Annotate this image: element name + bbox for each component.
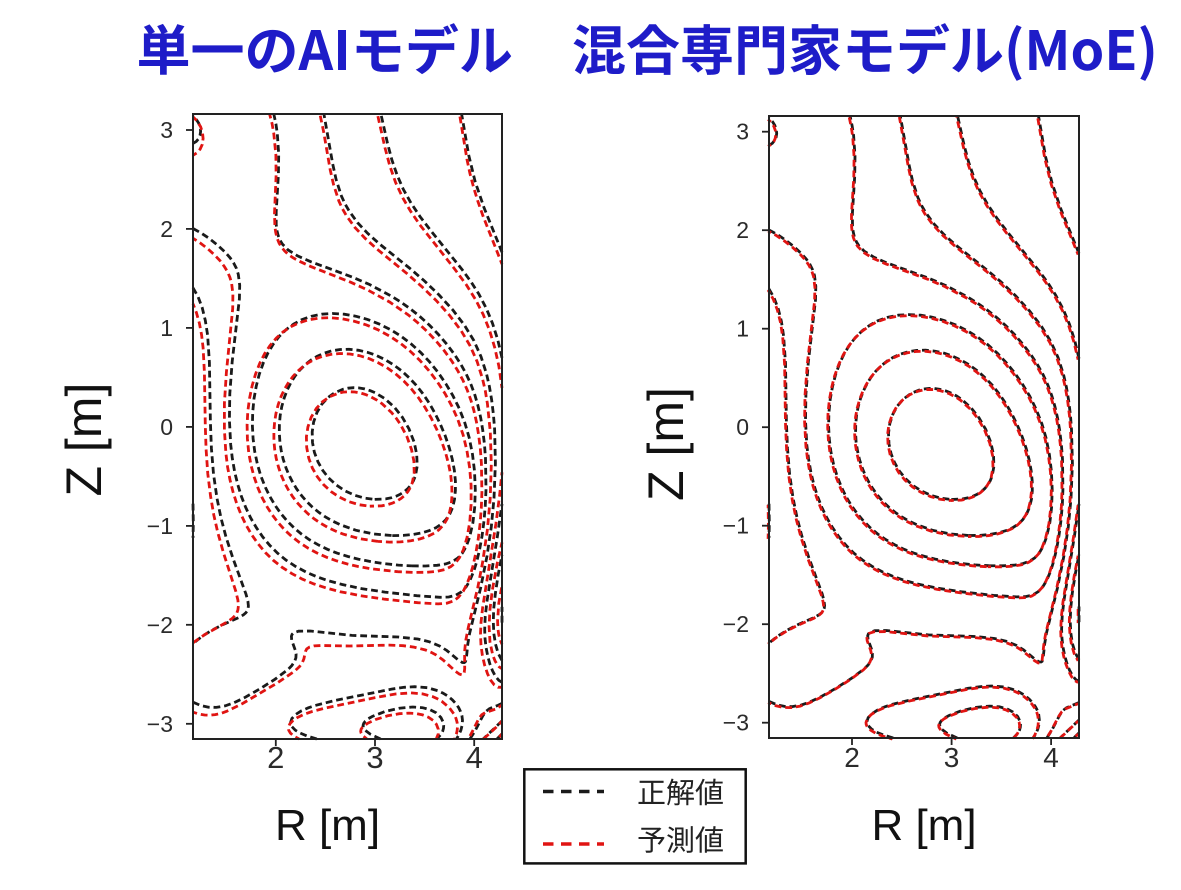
svg-text:2: 2 [844, 742, 860, 773]
svg-text:R [m]: R [m] [275, 801, 380, 850]
svg-text:R [m]: R [m] [871, 801, 976, 850]
svg-text:−3: −3 [147, 711, 173, 737]
svg-text:−2: −2 [723, 611, 749, 637]
svg-text:−1: −1 [723, 513, 749, 539]
svg-text:4: 4 [466, 740, 483, 775]
svg-text:3: 3 [366, 740, 383, 775]
svg-text:3: 3 [160, 117, 173, 143]
svg-text:4: 4 [1043, 742, 1059, 773]
svg-text:−1: −1 [147, 513, 173, 539]
svg-text:Z [m]: Z [m] [56, 383, 112, 497]
svg-text:3: 3 [736, 119, 749, 145]
svg-text:3: 3 [944, 742, 960, 773]
svg-text:−3: −3 [723, 710, 749, 736]
svg-text:Z [m]: Z [m] [638, 387, 694, 501]
svg-text:2: 2 [160, 216, 173, 242]
svg-text:2: 2 [736, 217, 749, 243]
svg-text:0: 0 [736, 414, 749, 440]
svg-text:0: 0 [160, 414, 173, 440]
svg-text:−2: −2 [147, 612, 173, 638]
svg-text:1: 1 [160, 315, 173, 341]
svg-text:1: 1 [736, 316, 749, 342]
svg-text:2: 2 [267, 740, 284, 775]
